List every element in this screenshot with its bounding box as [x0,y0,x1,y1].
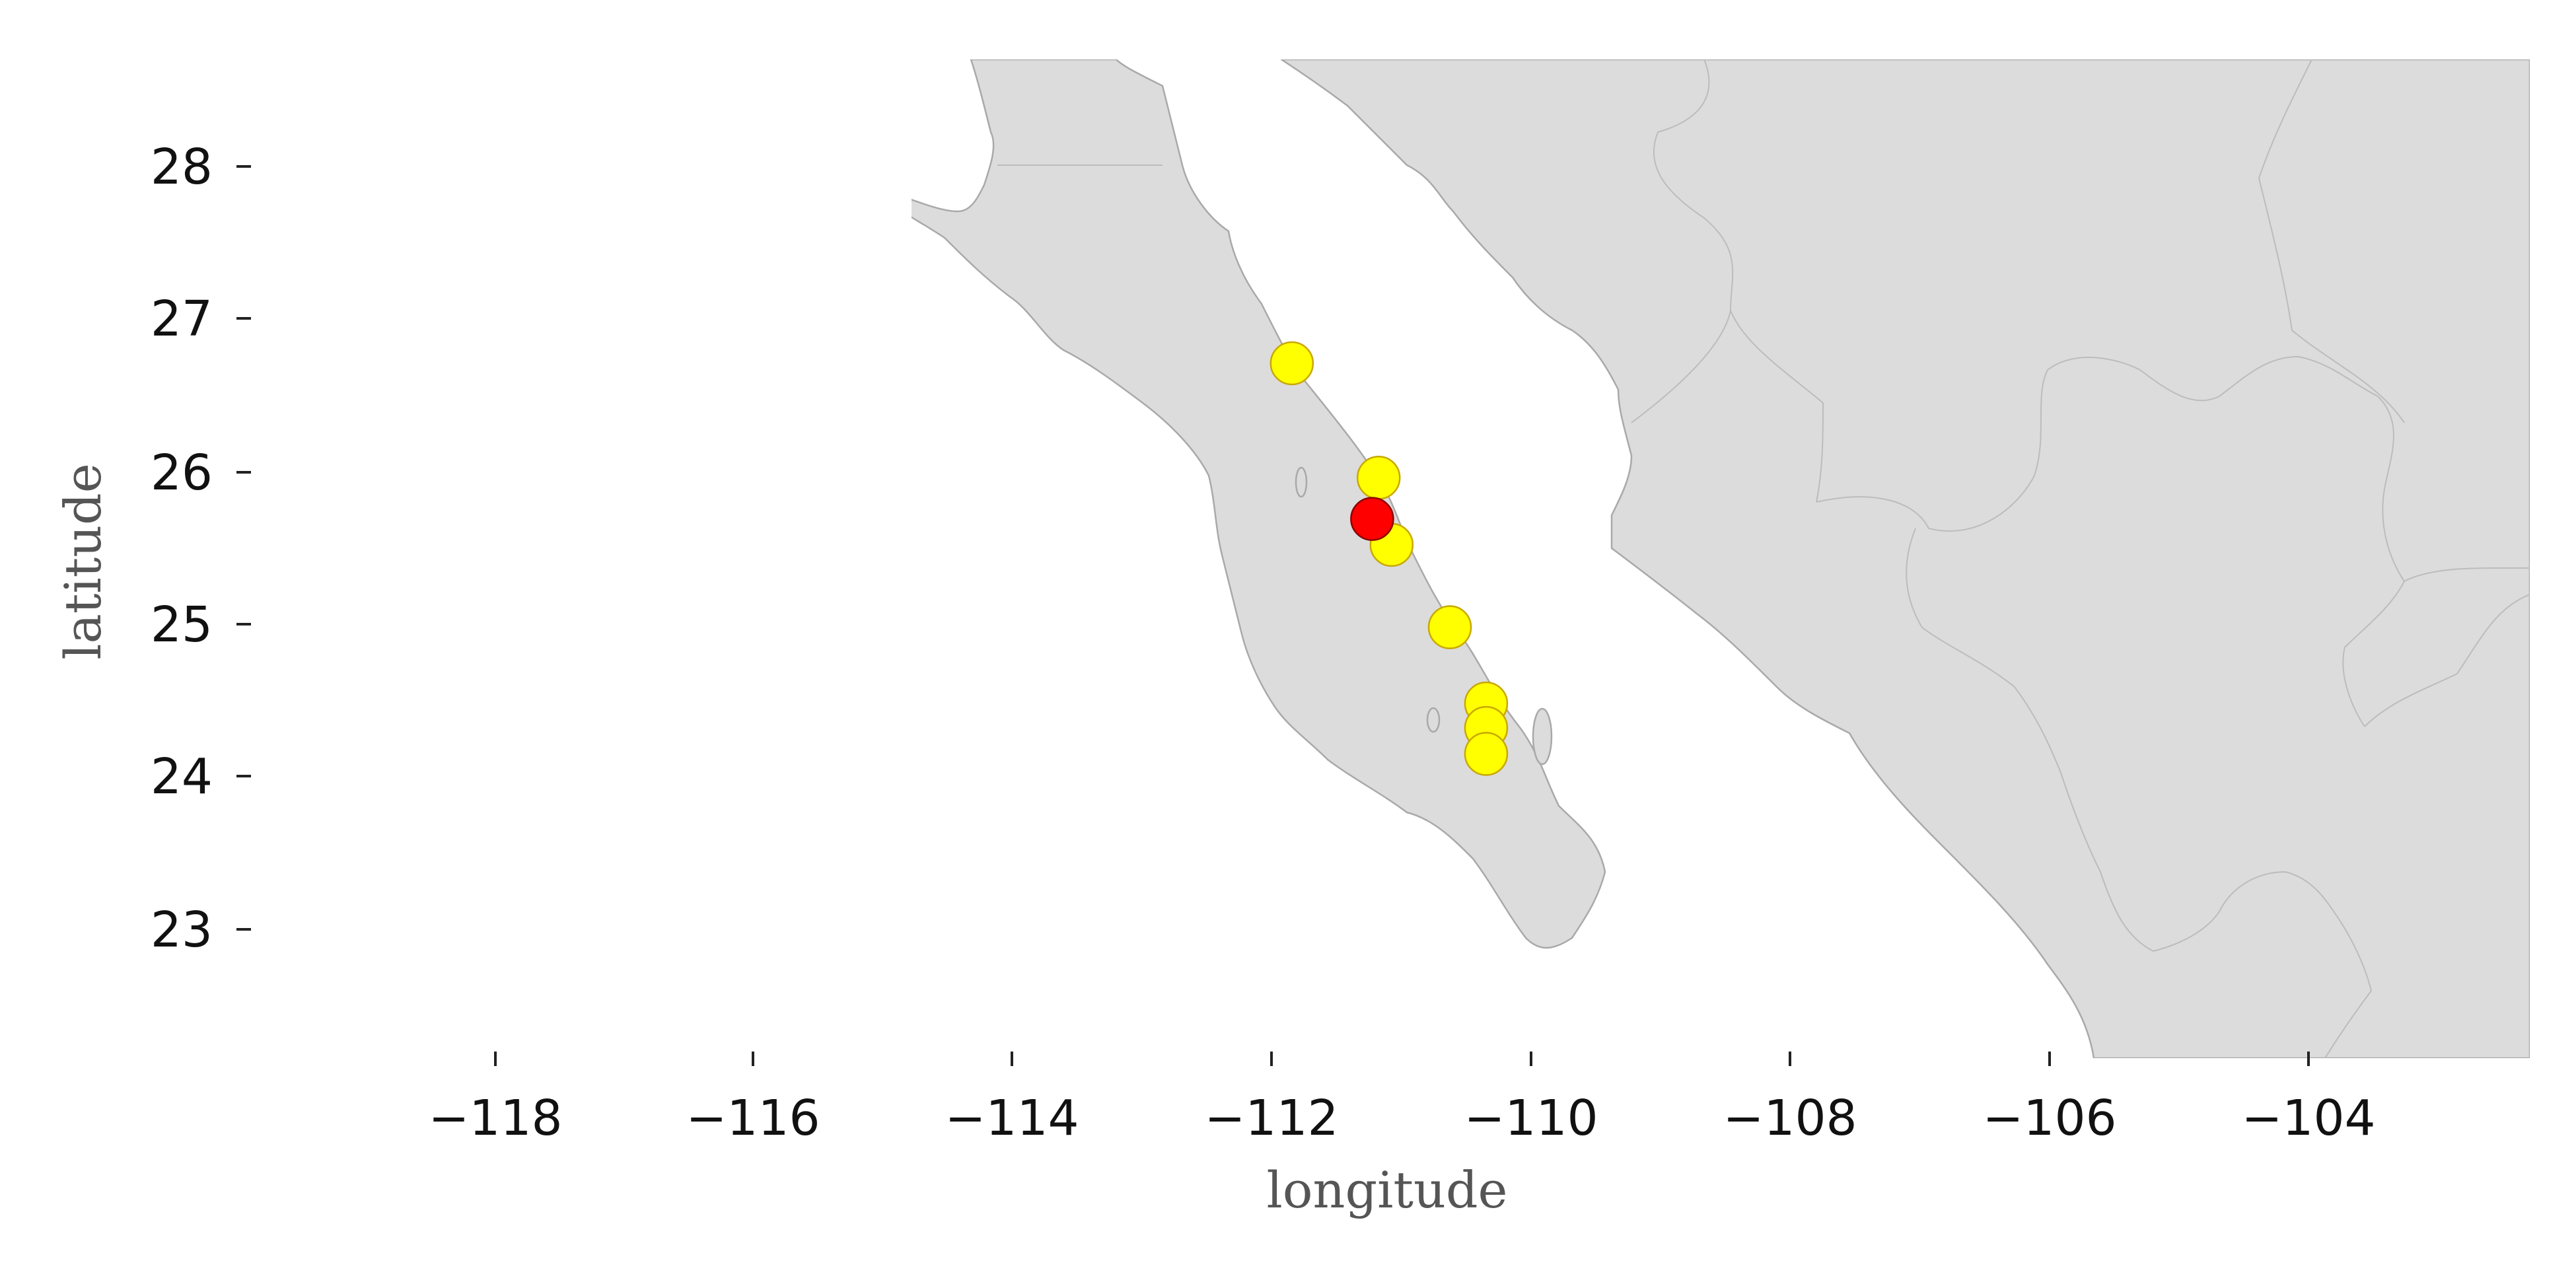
state-border-durango-nayarit [1906,528,2373,1058]
state-border-sinaloa-durango [1631,310,2406,727]
x-tick-label-112: −112 [1204,1090,1338,1147]
y-tick-26: 26 [151,445,251,501]
x-tick-label-110: −110 [1464,1090,1598,1147]
y-axis: 28 27 26 25 24 23 latitude [54,139,251,958]
x-tick-label-104: −104 [2241,1090,2375,1147]
x-tick-106: −106 [1982,1052,2117,1147]
basemap [837,59,2530,1058]
data-point-0 [1270,341,1314,386]
x-tick-108: −108 [1723,1052,1857,1147]
island-isla-tiburon-south [837,112,861,172]
x-axis-label: longitude [1266,1161,1507,1219]
data-point-3 [1427,605,1472,649]
x-tick-104: −104 [2241,1052,2376,1147]
x-tick-label-116: −116 [686,1090,820,1147]
island-cerralvo [1426,707,1441,733]
x-tick-label-114: −114 [945,1090,1079,1147]
island-gulf-1 [1295,466,1308,498]
mainland-mexico [1280,59,2530,1058]
highlight-point-0 [1350,497,1394,541]
y-tick-label-24: 24 [151,748,213,805]
x-axis: −118 −116 −114 −112 −110 −108 −106 −104 [428,1052,2376,1219]
y-tick-label-27: 27 [151,291,213,347]
state-border-sonora-chihuahua [1653,59,1824,503]
x-tick-112: −112 [1204,1052,1339,1147]
x-tick-114: −114 [945,1052,1079,1147]
data-point-1 [1356,455,1401,500]
y-tick-label-25: 25 [151,596,213,653]
y-tick-25: 25 [151,596,251,653]
x-tick-118: −118 [428,1052,563,1147]
y-tick-label-28: 28 [151,139,213,196]
x-tick-label-106: −106 [1982,1090,2116,1147]
island-espiritu-santo [1532,707,1553,766]
y-axis-label: latitude [54,463,112,660]
data-point-6 [1464,732,1509,776]
y-tick-28: 28 [151,139,251,196]
x-tick-110: −110 [1464,1052,1598,1147]
state-border-east [2258,59,2530,727]
y-tick-label-26: 26 [151,445,213,501]
y-tick-label-23: 23 [151,902,213,958]
x-tick-label-108: −108 [1723,1090,1857,1147]
x-tick-label-118: −118 [428,1090,562,1147]
x-tick-116: −116 [686,1052,820,1147]
y-tick-27: 27 [151,291,251,347]
data-points [1270,341,1509,776]
y-tick-23: 23 [151,902,251,958]
y-tick-24: 24 [151,748,251,805]
